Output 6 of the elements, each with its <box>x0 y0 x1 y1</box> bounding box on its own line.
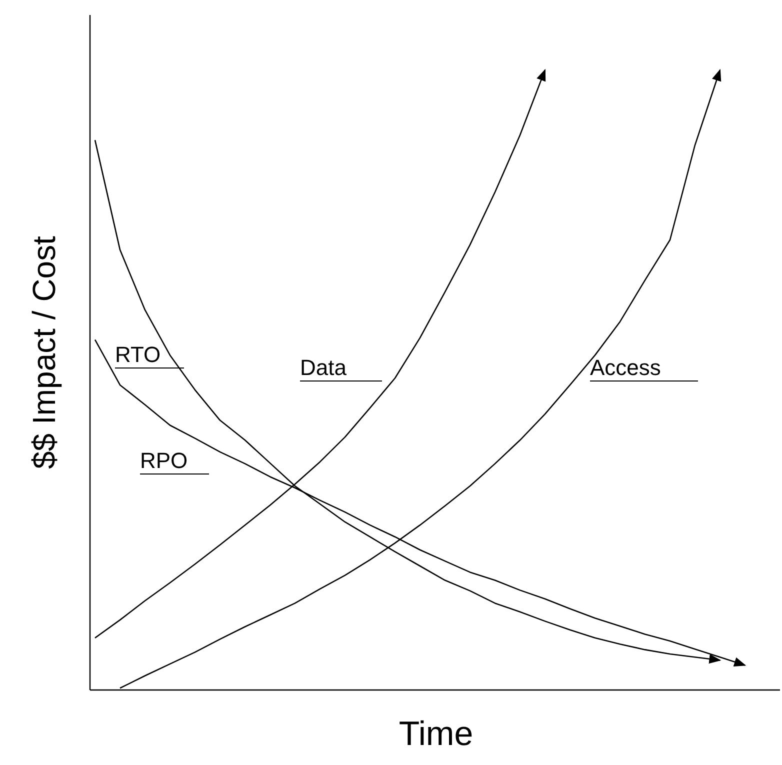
y-axis-title: $$ Impact / Cost <box>26 236 62 469</box>
series-label: RTO <box>115 342 161 367</box>
series-label: Data <box>300 355 348 380</box>
x-axis-title: Time <box>398 715 474 753</box>
series-label: Access <box>590 355 661 380</box>
series-label: RPO <box>140 448 188 473</box>
